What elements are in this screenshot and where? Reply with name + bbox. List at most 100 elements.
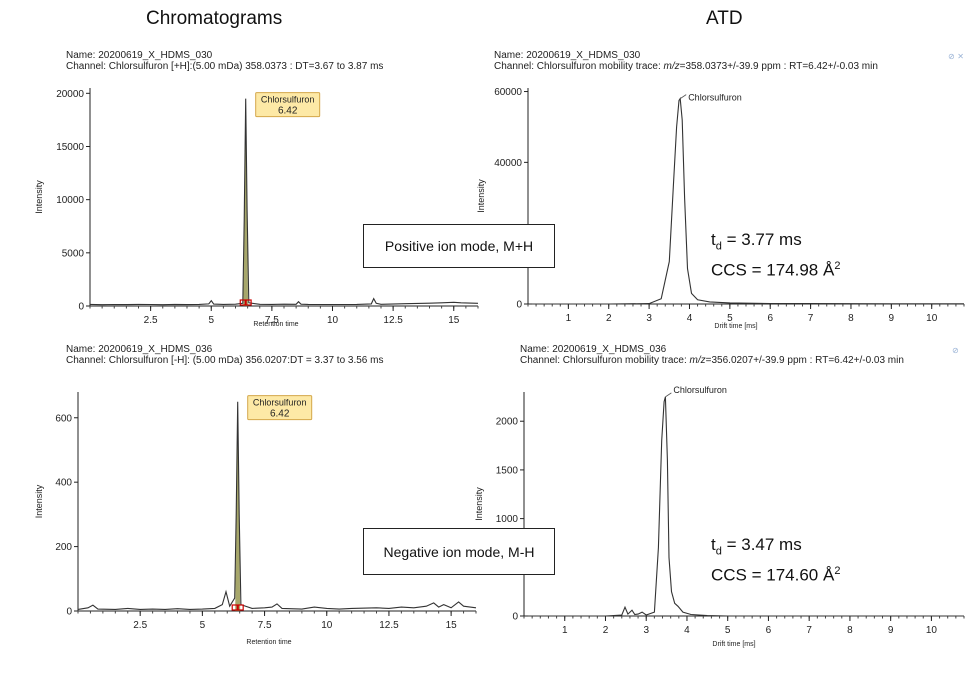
x-tick-label: 12.5: [379, 620, 399, 631]
drift-time-negative: td = 3.47 ms: [711, 535, 802, 558]
chromatogram-negative: 0 200 400 600 2.5 5 7.5 10 12.5 15 Retention time I…: [34, 392, 477, 646]
peak-label-box: [247, 395, 313, 421]
x-axis-title: Drift time [ms]: [714, 323, 757, 330]
x-tick-label: 5: [200, 620, 206, 631]
x-tick-label: 9: [889, 313, 895, 324]
x-tick-label: 2.5: [144, 315, 158, 326]
x-tick-label: 8: [848, 313, 854, 324]
x-tick-label: 1: [562, 625, 568, 636]
x-tick-label: 5: [727, 313, 733, 324]
y-axis-title: Intensity: [476, 179, 486, 213]
x-axis-title: Drift time [ms]: [712, 641, 755, 648]
y-tick-label: 0: [512, 612, 518, 623]
x-tick-label: 8: [847, 625, 853, 636]
x-axis-title: Retention time: [253, 321, 298, 328]
y-tick-label: 200: [55, 542, 72, 553]
y-tick-label: 0: [78, 302, 84, 313]
ccs-positive: CCS = 174.98 Å2: [711, 260, 841, 280]
y-tick-label: 60000: [494, 87, 522, 98]
x-tick-label: 2: [606, 313, 612, 324]
x-tick-label: 6: [766, 625, 772, 636]
chromatograms-heading: Chromatograms: [146, 8, 283, 29]
x-tick-label: 9: [888, 625, 894, 636]
x-axis-title: Retention time: [246, 639, 291, 646]
panel-header: Name: 20200619_X_HDMS_036 Channel: Chlor…: [520, 344, 904, 366]
x-tick-label: 4: [684, 625, 690, 636]
x-tick-label: 3: [643, 625, 649, 636]
y-tick-label: 1000: [496, 514, 519, 525]
channel-info: Channel: Chlorsulfuron [-H]: (5.00 mDa) …: [66, 355, 384, 366]
series-line: [532, 97, 964, 305]
y-tick-label: 20000: [56, 89, 84, 100]
y-tick-label: 600: [55, 413, 72, 424]
y-tick-label: 2000: [496, 417, 519, 428]
series-line: [89, 98, 479, 306]
atd-positive: 020000400006000012345678910Drift time [m…: [476, 87, 965, 330]
x-tick-label: 12.5: [383, 315, 403, 326]
ccs-negative: CCS = 174.60 Å2: [711, 565, 841, 585]
channel-info: Channel: Chlorsulfuron mobility trace: m…: [520, 355, 904, 366]
y-tick-label: 10000: [56, 195, 84, 206]
drift-time-positive: td = 3.77 ms: [711, 230, 802, 253]
y-axis-title: Intensity: [34, 484, 44, 518]
peak-label-leader: [679, 94, 687, 99]
peak-start-marker: [231, 604, 238, 611]
x-tick-label: 6: [767, 313, 773, 324]
pin-close-icon[interactable]: ⊘ ✕: [948, 52, 964, 61]
y-tick-label: 40000: [494, 158, 522, 169]
x-tick-label: 10: [321, 620, 333, 631]
y-tick-label: 0: [66, 607, 72, 618]
panel-header: Name: 20200619_X_HDMS_030 Channel: Chlor…: [494, 50, 878, 72]
x-tick-label: 15: [448, 315, 460, 326]
channel-info: Channel: Chlorsulfuron mobility trace: m…: [494, 61, 878, 72]
y-tick-label: 5000: [62, 248, 85, 259]
negative-mode-callout: Negative ion mode, M-H: [363, 528, 555, 575]
atd-negative: 050010001500200012345678910Drift time [m…: [474, 385, 965, 648]
x-tick-label: 15: [446, 620, 458, 631]
peak-end-marker: [245, 299, 252, 306]
x-tick-label: 3: [646, 313, 652, 324]
peak-area: [235, 401, 241, 611]
atd-heading: ATD: [706, 8, 743, 29]
sample-name: Name: 20200619_X_HDMS_036: [520, 344, 667, 355]
peak-end-marker: [237, 604, 244, 611]
chromatogram-positive: 0 5000 10000 15000 20000 2.5 5 7.5 10 12.5 15 Reten…: [34, 88, 479, 328]
series-line: [77, 401, 477, 610]
x-tick-label: 7: [808, 313, 814, 324]
x-tick-label: 2: [603, 625, 609, 636]
peak-label-value: 6.42: [278, 106, 298, 117]
y-tick-label: 400: [55, 478, 72, 489]
peak-label-leader: [665, 392, 672, 398]
y-tick-label: 1500: [496, 465, 519, 476]
sample-name: Name: 20200619_X_HDMS_036: [66, 344, 213, 355]
x-tick-label: 5: [725, 625, 731, 636]
x-tick-label: 2.5: [133, 620, 147, 631]
y-axis-title: Intensity: [474, 487, 484, 521]
y-axis-title: Intensity: [34, 180, 44, 214]
x-tick-label: 7: [806, 625, 812, 636]
peak-area: [243, 98, 249, 306]
x-tick-label: 4: [687, 313, 693, 324]
panel-header: Name: 20200619_X_HDMS_036 Channel: Chlor…: [66, 344, 383, 366]
x-tick-label: 5: [208, 315, 214, 326]
x-tick-label: 10: [926, 313, 938, 324]
x-tick-label: 7.5: [258, 620, 272, 631]
positive-mode-callout: Positive ion mode, M+H: [363, 224, 555, 268]
sample-name: Name: 20200619_X_HDMS_030: [494, 50, 641, 61]
panel-header: Name: 20200619_X_HDMS_030 Channel: Chlor…: [66, 50, 383, 72]
peak-label-name: Chlorsulfuron: [253, 398, 307, 408]
y-tick-label: 15000: [56, 142, 84, 153]
y-tick-label: 0: [516, 300, 522, 311]
x-tick-label: 1: [566, 313, 572, 324]
x-tick-label: 7.5: [265, 315, 279, 326]
pin-icon[interactable]: ⊘: [952, 346, 959, 355]
peak-label-box: [255, 92, 321, 118]
peak-label-name: Chlorsulfuron: [673, 385, 727, 395]
x-tick-label: 10: [327, 315, 339, 326]
sample-name: Name: 20200619_X_HDMS_030: [66, 50, 213, 61]
peak-start-marker: [239, 299, 246, 306]
channel-info: Channel: Chlorsulfuron [+H]:(5.00 mDa) 3…: [66, 61, 384, 72]
peak-label-name: Chlorsulfuron: [688, 93, 742, 103]
peak-label-name: Chlorsulfuron: [261, 95, 315, 105]
x-tick-label: 10: [926, 625, 938, 636]
